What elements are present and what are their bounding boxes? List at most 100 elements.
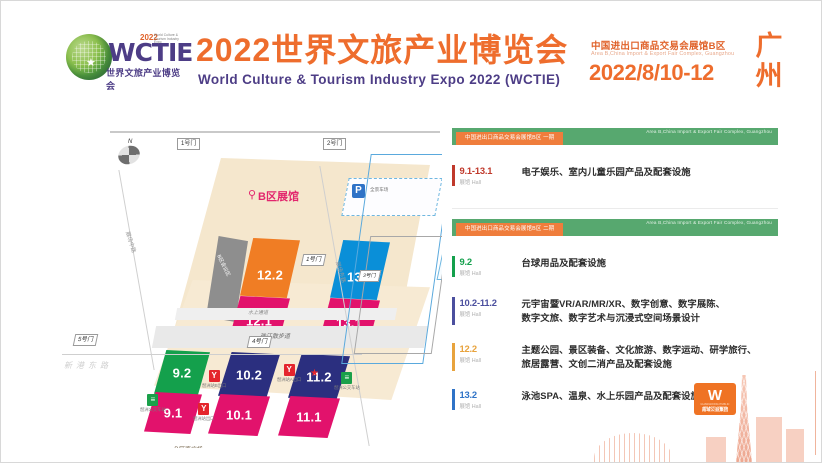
hall-12-2-label: 12.2 — [256, 267, 284, 283]
area-b-label: B区展馆 — [258, 191, 299, 203]
hall-11-1[interactable]: 11.1 — [278, 396, 340, 438]
entry-line: 旅居露营、文创二消产品及配套设施 — [521, 359, 672, 369]
hall-9-1-label: 9.1 — [163, 405, 183, 421]
entry-number-group: 9.2 展馆 Hall — [460, 256, 522, 277]
directory-entry[interactable]: 12.2 展馆 Hall 主题公园、景区装备、文化旅游、数字运动、研学旅行、 旅… — [452, 343, 778, 371]
walkway-label: 水上通道 — [248, 310, 269, 316]
directory-entry[interactable]: 9.2 展馆 Hall 台球用品及配套设施 — [452, 256, 778, 277]
directory-entry[interactable]: 9.1-13.1 展馆 Hall 电子娱乐、室内儿童乐园产品及配套设施 — [452, 165, 778, 186]
entry-line: 元宇宙暨VR/AR/MR/XR、数字创意、数字展陈、 — [521, 299, 726, 309]
globe-icon: ★ — [66, 34, 112, 80]
hall-10-1-label: 10.1 — [225, 407, 253, 423]
poi-label: 琶洲站出口 — [193, 416, 215, 421]
poi-label: 琶洲公交车站 — [140, 407, 166, 412]
entry-number-group: 12.2 展馆 Hall — [460, 343, 522, 371]
entry-number: 12.2 — [459, 343, 478, 354]
building-3 — [706, 437, 726, 463]
directory-entry[interactable]: 13.2 展馆 Hall 泳池SPA、温泉、水上乐园产品及配套设施 — [452, 389, 778, 410]
sponsor-logo-en: GUANGDONG PUBLIC WELFARE GROUP — [700, 403, 730, 409]
entry-line: 数字文旅、数字艺术与沉浸式空间场景设计 — [521, 313, 701, 323]
entry-description: 元宇宙暨VR/AR/MR/XR、数字创意、数字展陈、 数字文旅、数字艺术与沉浸式… — [522, 297, 726, 325]
gate-1-right[interactable]: 1号门 — [300, 254, 327, 266]
compass-icon: N — [115, 139, 143, 168]
entry-hall-label: 展馆 Hall — [459, 180, 482, 186]
entry-number-group: 13.2 展馆 Hall — [460, 389, 522, 410]
poi-metro-a-exit[interactable]: Y 琶洲站A出口 — [277, 364, 301, 383]
star-marker-icon: ★ — [310, 368, 319, 379]
metro-icon: Y — [283, 364, 295, 376]
sponsor-logo: W GUANGDONG PUBLIC WELFARE GROUP 南域公益集团 — [694, 383, 736, 415]
poi-label: 琶洲公交车站 — [334, 385, 360, 390]
gate-1-top[interactable]: 1号门 — [177, 138, 201, 150]
road-top-line — [110, 131, 440, 133]
entry-color-bar — [452, 165, 455, 186]
arena-shape — [594, 433, 672, 463]
gate-2[interactable]: 2号门 — [323, 138, 347, 150]
venue-map[interactable]: N ⚲ B区展馆 P 全景车场 P 货运停车场 B区会议区 12.2 13.2 — [62, 118, 442, 448]
page-subtitle: World Culture & Tourism Industry Expo 20… — [198, 72, 561, 87]
logo-year: 2022 — [140, 33, 158, 42]
entry-number-group: 9.1-13.1 展馆 Hall — [460, 165, 522, 186]
entry-number-group: 10.2-11.2 展馆 Hall — [460, 297, 522, 325]
canton-tower-icon — [582, 371, 822, 463]
map-plaza: ⚲ B区展馆 P 全景车场 P 货运停车场 B区会议区 12.2 13.2 12… — [140, 148, 442, 448]
bus-icon: ≡ — [341, 372, 353, 384]
tower-shape — [736, 375, 752, 463]
location-pin-icon: ⚲ — [248, 189, 257, 201]
road-bottom-label: 新港东路 — [64, 361, 112, 370]
poi-metro-exit[interactable]: Y 琶洲站出口 — [193, 403, 214, 422]
page-header: ★ WCTIE 2022 World Culture & Tourism Ind… — [0, 0, 822, 112]
logo-chinese-name: 世界文旅产业博览会 — [106, 68, 181, 91]
wings-icon: W — [707, 387, 723, 404]
wctie-logo: ★ WCTIE 2022 World Culture & Tourism Ind… — [66, 32, 193, 91]
south-plaza-label: B区南广场 — [174, 444, 202, 448]
entry-line: 主题公园、景区装备、文化旅游、数字运动、研学旅行、 — [521, 345, 757, 355]
entry-line: 台球用品及配套设施 — [521, 258, 607, 268]
entry-description: 电子娱乐、室内儿童乐园产品及配套设施 — [522, 165, 691, 186]
phase-1-banner-en: Area B,China Import & Export Fair Comple… — [646, 129, 772, 134]
phase-2-tag: 中国进出口商品交易会展馆B区 二期 — [456, 223, 564, 236]
hall-9-2-label: 9.2 — [172, 365, 192, 381]
building-1 — [756, 417, 782, 463]
entry-description: 台球用品及配套设施 — [522, 256, 607, 277]
poi-bus-east[interactable]: ≡ 琶洲公交车站 — [334, 372, 360, 391]
compass-north-label: N — [128, 139, 133, 145]
phase-1-banner: 中国进出口商品交易会展馆B区 一期 Area B,China Import & … — [452, 128, 778, 145]
blue-route-inner — [353, 236, 442, 354]
sponsor-logo-cn: 南域公益集团 — [701, 407, 729, 412]
entry-color-bar — [452, 343, 455, 371]
hall-10-2-label: 10.2 — [235, 367, 263, 383]
entry-number: 10.2-11.2 — [459, 297, 497, 308]
hall-10-1[interactable]: 10.1 — [208, 394, 270, 436]
entry-description: 主题公园、景区装备、文化旅游、数字运动、研学旅行、 旅居露营、文创二消产品及配套… — [522, 343, 757, 371]
phase-2-banner-en: Area B,China Import & Export Fair Comple… — [646, 220, 772, 225]
poi-metro-b-exit[interactable]: Y 琶洲站B出口 — [202, 370, 226, 389]
entry-hall-label: 展馆 Hall — [459, 358, 482, 364]
skyline-art — [582, 371, 822, 463]
metro-icon: Y — [208, 370, 220, 382]
entry-hall-label: 展馆 Hall — [459, 404, 482, 410]
exhibit-directory-panel: 中国进出口商品交易会展馆B区 一期 Area B,China Import & … — [452, 128, 778, 410]
venue-name-en: Area B,China Import & Export Fair Comple… — [591, 51, 735, 57]
poi-label: 琶洲站B出口 — [202, 383, 227, 388]
gate-5[interactable]: 5号门 — [72, 334, 99, 346]
bus-icon: ≡ — [147, 394, 159, 406]
promenade-label: 珠江散步道 — [260, 334, 291, 340]
phase-1-tag: 中国进出口商品交易会展馆B区 一期 — [456, 132, 564, 145]
directory-entry[interactable]: 10.2-11.2 展馆 Hall 元宇宙暨VR/AR/MR/XR、数字创意、数… — [452, 297, 778, 325]
gate-4[interactable]: 4号门 — [246, 336, 273, 348]
entry-color-bar — [452, 256, 455, 277]
hall-11-1-label: 11.1 — [296, 409, 322, 425]
poi-label: 琶洲站A出口 — [277, 377, 302, 382]
hall-11-2-label: 11.2 — [306, 369, 332, 385]
venue-name-cn: 中国进出口商品交易会展馆B区 — [591, 41, 726, 52]
entry-number: 13.2 — [459, 389, 478, 400]
entry-hall-label: 展馆 Hall — [459, 271, 482, 277]
entry-number: 9.2 — [459, 256, 473, 267]
entry-line: 泳池SPA、温泉、水上乐园产品及配套设施 — [521, 391, 700, 401]
grey-building-label: B区会议区 — [215, 253, 232, 278]
gate-3[interactable]: 3号门 — [357, 270, 382, 282]
poi-bus-west[interactable]: ≡ 琶洲公交车站 — [140, 394, 166, 413]
corner-accent-line — [815, 371, 816, 455]
